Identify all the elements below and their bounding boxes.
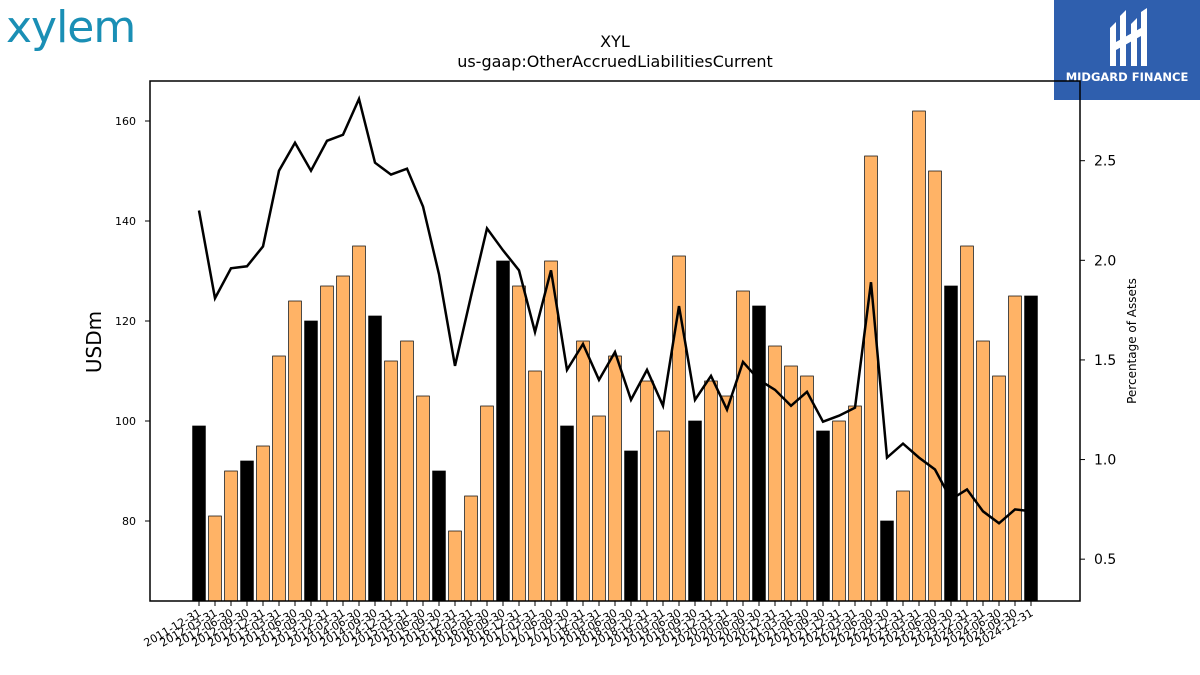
bar-2023-06-30 <box>928 170 942 602</box>
y2-tick-label: 1.5 <box>1094 353 1116 369</box>
y2-tick-label: 2.5 <box>1094 154 1116 170</box>
chart-title: XYL <box>600 32 630 51</box>
bar-2012-12-31 <box>256 445 270 602</box>
bar-2019-09-30 <box>688 420 702 602</box>
axes: 801001201401600.51.01.52.02.52011-12-312… <box>82 115 1139 650</box>
bar-2017-06-30 <box>544 260 558 602</box>
xylem-logo: xylem <box>6 2 136 53</box>
bar-2015-06-30 <box>416 395 430 602</box>
bar-2015-03-31 <box>400 340 414 602</box>
bar-2015-12-31 <box>448 530 462 602</box>
bar-2013-06-30 <box>288 300 302 602</box>
y-tick-label: 120 <box>115 315 136 328</box>
bar-2014-09-30 <box>368 315 382 602</box>
bar-2022-12-31 <box>896 490 910 602</box>
bar-2014-03-31 <box>336 275 350 602</box>
bar-2021-12-31 <box>832 420 846 602</box>
bar-2018-03-31 <box>592 415 606 602</box>
bar-2024-12-31 <box>1024 295 1038 602</box>
bar-2016-12-31 <box>512 285 526 602</box>
y-tick-label: 100 <box>115 415 136 428</box>
bar-2015-09-30 <box>432 470 446 602</box>
bar-2013-12-31 <box>320 285 334 602</box>
bar-2011-12-31 <box>192 425 206 602</box>
bar-2020-03-31 <box>720 395 734 602</box>
bar-2016-06-30 <box>480 405 494 602</box>
y2-tick-label: 0.5 <box>1094 552 1116 568</box>
midgard-mark-icon <box>1110 8 1147 66</box>
y2-tick-label: 2.0 <box>1094 253 1116 269</box>
y-tick-label: 140 <box>115 215 136 228</box>
bar-2018-12-31 <box>640 380 654 602</box>
bar-series <box>192 110 1038 602</box>
bar-2012-06-30 <box>224 470 238 602</box>
bar-2012-03-31 <box>208 515 222 602</box>
bar-2023-12-31 <box>960 245 974 602</box>
y-tick-label: 80 <box>122 515 136 528</box>
percentage-line <box>197 95 1032 525</box>
bar-2024-03-31 <box>976 340 990 602</box>
line-series <box>197 95 1032 525</box>
bar-2020-06-30 <box>736 290 750 602</box>
bar-2016-03-31 <box>464 495 478 602</box>
bar-2018-09-30 <box>624 450 638 602</box>
bar-2024-06-30 <box>992 375 1006 602</box>
bar-2023-03-31 <box>912 110 926 602</box>
bar-2017-03-31 <box>528 370 542 602</box>
y-axis-label: USDm <box>82 311 106 373</box>
y-tick-label: 160 <box>115 115 136 128</box>
bar-2014-12-31 <box>384 360 398 602</box>
bar-2018-06-30 <box>608 355 622 602</box>
bar-2019-12-31 <box>704 380 718 602</box>
bar-2019-03-31 <box>656 430 670 602</box>
chart-subtitle: us-gaap:OtherAccruedLiabilitiesCurrent <box>457 52 773 71</box>
bar-2017-09-30 <box>560 425 574 602</box>
bar-2013-09-30 <box>304 320 318 602</box>
bar-2022-03-31 <box>848 405 862 602</box>
midgard-brand-text: MIDGARD FINANCE <box>1065 70 1189 84</box>
bar-2020-12-31 <box>768 345 782 602</box>
midgard-finance-logo: MIDGARD FINANCE <box>1054 0 1200 100</box>
bar-2022-06-30 <box>864 155 878 602</box>
bar-2021-06-30 <box>800 375 814 602</box>
y2-tick-label: 1.0 <box>1094 453 1116 469</box>
bar-2022-09-30 <box>880 520 894 602</box>
bar-2012-09-30 <box>240 460 254 602</box>
bar-2013-03-31 <box>272 355 286 602</box>
bar-2020-09-30 <box>752 305 766 602</box>
bar-2021-09-30 <box>816 430 830 602</box>
bar-2017-12-31 <box>576 340 590 602</box>
bar-2024-09-30 <box>1008 295 1022 602</box>
bar-2016-09-30 <box>496 260 510 602</box>
y2-axis-label: Percentage of Assets <box>1125 278 1139 404</box>
bar-2023-09-30 <box>944 285 958 602</box>
bar-2014-06-30 <box>352 245 366 602</box>
